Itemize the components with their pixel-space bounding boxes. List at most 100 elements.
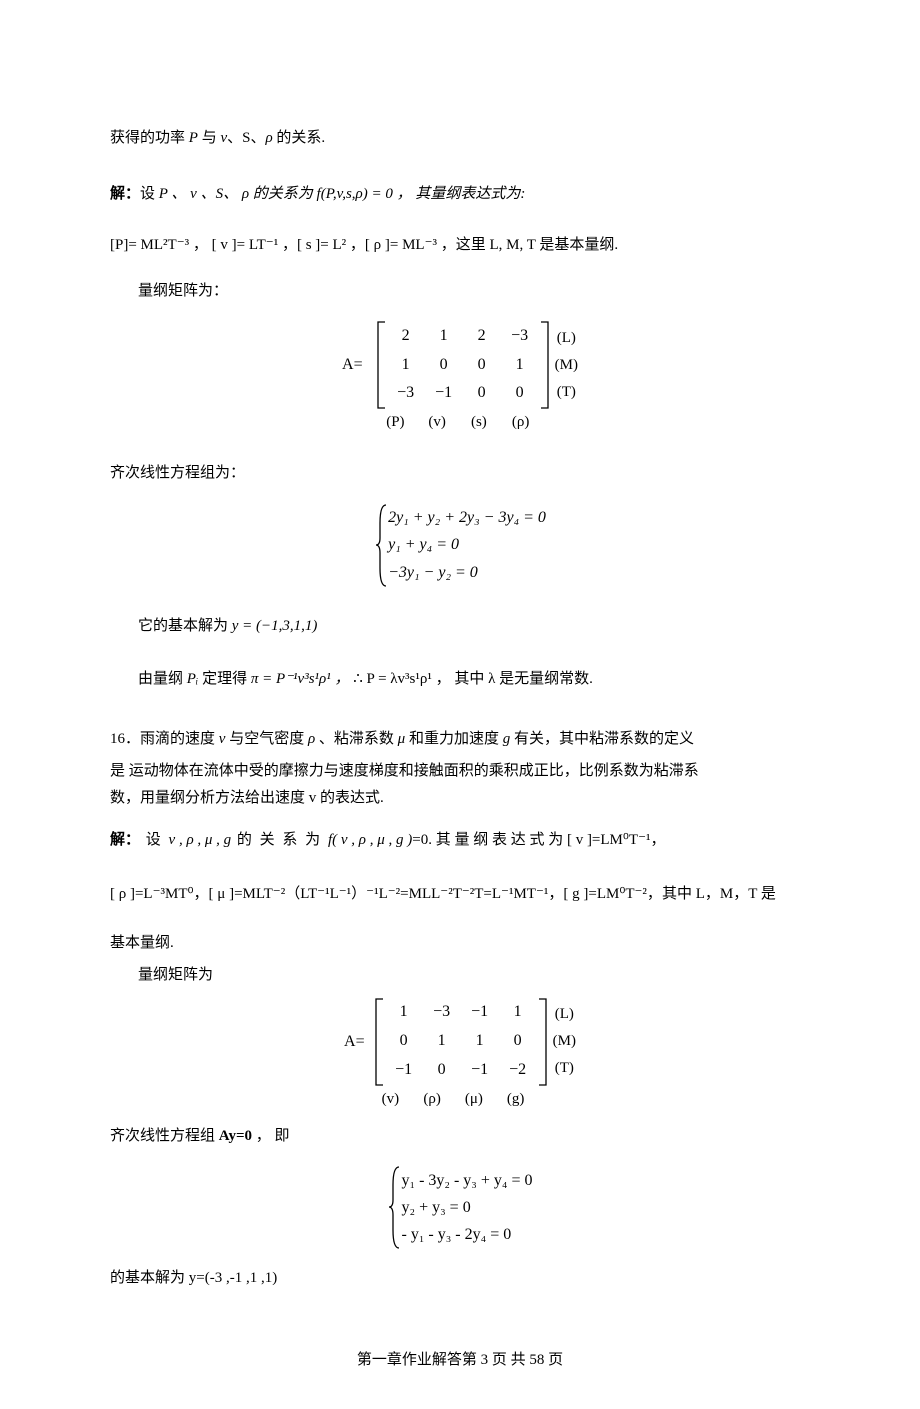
matrix-row: −1 0 −1 −2	[385, 1056, 537, 1085]
var-rho: ρ	[265, 130, 272, 146]
cell: 1	[387, 351, 425, 380]
equation-text: P 、 v 、S、 ρ 的关系为 f(P,v,s,ρ) = 0 ， 其量纲表达式…	[159, 186, 526, 202]
text: 、粘滞系数	[315, 731, 398, 747]
text: 它的基本解为	[138, 618, 232, 634]
cell: 0	[385, 1027, 423, 1056]
text: 定理得	[198, 671, 251, 687]
cell: −1	[385, 1056, 423, 1085]
text: 获得的功率	[110, 130, 189, 146]
problem-16-line2: 是 运动物体在流体中受的摩擦力与速度梯度和接触面积的乘积成正比，比例系数为粘滞系	[110, 758, 810, 785]
var-Pi: Pᵢ	[187, 671, 199, 687]
A-equals: A=	[342, 356, 371, 373]
matrix-body: 2 1 2 −3 1 0 0 1 −3 −1 0 0	[387, 322, 539, 408]
dim-s: [ s ]= L² ，	[297, 237, 365, 253]
cell: 0	[499, 1027, 537, 1056]
cell: 0	[425, 351, 463, 380]
text: ， 即	[252, 1128, 290, 1144]
label: (L)	[555, 325, 578, 352]
vars: v , ρ , μ , g	[169, 832, 232, 848]
text: 、S、	[227, 130, 265, 146]
page-footer: 第一章作业解答第 3 页 共 58 页	[110, 1348, 810, 1369]
matrix-right-labels: (L) (M) (T)	[555, 325, 578, 406]
label: (L)	[553, 1001, 576, 1028]
cell: 2	[387, 322, 425, 351]
eq-line: y₂ + y₃ = 0	[401, 1194, 532, 1221]
eq-group-label-2: 齐次线性方程组 Ay=0 ， 即	[110, 1118, 810, 1156]
matrix-row: 2 1 2 −3	[387, 322, 539, 351]
label: (M)	[553, 1028, 576, 1055]
cell: −1	[461, 1056, 499, 1085]
ay-zero: Ay=0	[219, 1128, 252, 1144]
text: 的关系.	[273, 130, 326, 146]
dim-mu: [ μ ]=MLT⁻²（LT⁻¹L⁻¹）⁻¹L⁻²=MLL⁻²T⁻²T=L⁻¹M…	[209, 886, 564, 902]
cell: −3	[501, 322, 539, 351]
dim-v: [ v ]= LT⁻¹ ，	[212, 237, 297, 253]
text: 有关，其中粘滞系数的定义	[510, 731, 694, 747]
result-equation: ∴ P = λv³s¹ρ¹ ， 其中 λ 是无量纲常数.	[349, 671, 592, 687]
matrix-row: 1 −3 −1 1	[385, 998, 537, 1027]
label: (μ)	[455, 1091, 493, 1108]
cell: 0	[463, 351, 501, 380]
problem-16-line3: 数，用量纲分析方法给出速度 v 的表达式.	[110, 785, 810, 812]
cell: 0	[423, 1056, 461, 1085]
pi-theorem-line: 由量纲 Pᵢ 定理得 π = P⁻¹v³s¹ρ¹ ， ∴ P = λv³s¹ρ¹…	[110, 661, 810, 699]
var-P: P	[189, 130, 198, 146]
cell: 1	[385, 998, 423, 1027]
dimension-expressions: [P]= ML²T⁻³ ， [ v ]= LT⁻¹ ，[ s ]= L² ，[ …	[110, 227, 810, 265]
eq-line: 2y₁ + y₂ + 2y₃ − 3y₄ = 0	[388, 504, 546, 531]
eq-line: y₁ - 3y₂ - y₃ + y₄ = 0	[401, 1167, 532, 1194]
problem-16: 16．雨滴的速度 v 与空气密度 ρ 、粘滞系数 μ 和重力加速度 g 有关，其…	[110, 721, 810, 759]
cell: 2	[463, 322, 501, 351]
matrix-row: 1 0 0 1	[387, 351, 539, 380]
problem-intro-line: 获得的功率 P 与 v、S、ρ 的关系.	[110, 120, 810, 158]
matrix-B: A= 1 −3 −1 1 0 1 1 0 −1 0	[110, 997, 810, 1108]
text: 16．雨滴的速度	[110, 731, 219, 747]
text: 这里 L, M, T 是基本量纲.	[456, 237, 618, 253]
brace-left-icon	[387, 1165, 401, 1250]
pi-equation: π = P⁻¹v³s¹ρ¹ ，	[251, 671, 350, 687]
left-bracket-icon	[375, 320, 387, 410]
matrix-bottom-labels: (P) (v) (s) (ρ)	[106, 414, 810, 431]
solution-line-1: 解：设 P 、 v 、S、 ρ 的关系为 f(P,v,s,ρ) = 0 ， 其量…	[110, 176, 810, 214]
cell: −1	[425, 379, 463, 408]
solution-label: 解：	[110, 832, 140, 848]
dim-rho: [ ρ ]= ML⁻³ ，	[365, 237, 456, 253]
matrix-label: 量纲矩阵为：	[110, 273, 810, 311]
label: (s)	[460, 414, 498, 431]
label: (ρ)	[502, 414, 540, 431]
matrix-right-labels: (L) (M) (T)	[553, 1001, 576, 1082]
label: (M)	[555, 352, 578, 379]
equations: 2y₁ + y₂ + 2y₃ − 3y₄ = 0 y₁ + y₄ = 0 −3y…	[388, 504, 546, 586]
dim-g: [ g ]=LM⁰T⁻²，	[563, 886, 662, 902]
dim-rho: [ ρ ]=L⁻³MT⁰，	[110, 886, 209, 902]
text: 由量纲	[138, 671, 187, 687]
solution-16: 解： 设 v , ρ , μ , g 的 关 系 为 f( v , ρ , μ …	[110, 822, 810, 860]
cell: −1	[461, 998, 499, 1027]
right-bracket-icon	[537, 997, 549, 1087]
text: 设	[140, 186, 159, 202]
eq-line: y₁ + y₄ = 0	[388, 531, 546, 558]
text: 设	[146, 832, 169, 848]
left-bracket-icon	[373, 997, 385, 1087]
label: (ρ)	[413, 1091, 451, 1108]
cell: −3	[423, 998, 461, 1027]
matrix-A: A= 2 1 2 −3 1 0 0 1 −3 −1	[110, 320, 810, 431]
A-equals: A=	[344, 1033, 369, 1050]
cell: 0	[463, 379, 501, 408]
text: 与	[198, 130, 221, 146]
dimension-expressions-2: [ ρ ]=L⁻³MT⁰，[ μ ]=MLT⁻²（LT⁻¹L⁻¹）⁻¹L⁻²=M…	[110, 876, 810, 914]
basic-solution-2: 的基本解为 y=(-3 ,-1 ,1 ,1)	[110, 1260, 810, 1298]
text: 的 关 系 为	[231, 832, 328, 848]
dim-P: [P]= ML²T⁻³ ，	[110, 237, 212, 253]
text: 与空气密度	[225, 731, 308, 747]
eq-line: - y₁ - y₃ - 2y₄ = 0	[401, 1221, 532, 1248]
function: f( v , ρ , μ , g )	[328, 832, 412, 848]
matrix-row: 0 1 1 0	[385, 1027, 537, 1056]
cell: 1	[423, 1027, 461, 1056]
label: (P)	[376, 414, 414, 431]
text: 其中 L，M，T 是	[662, 886, 776, 902]
basic-solution: 它的基本解为 y = (−1,3,1,1)	[110, 608, 810, 646]
cell: 1	[461, 1027, 499, 1056]
matrix-label-2: 量纲矩阵为	[110, 963, 810, 987]
label: (v)	[371, 1091, 409, 1108]
